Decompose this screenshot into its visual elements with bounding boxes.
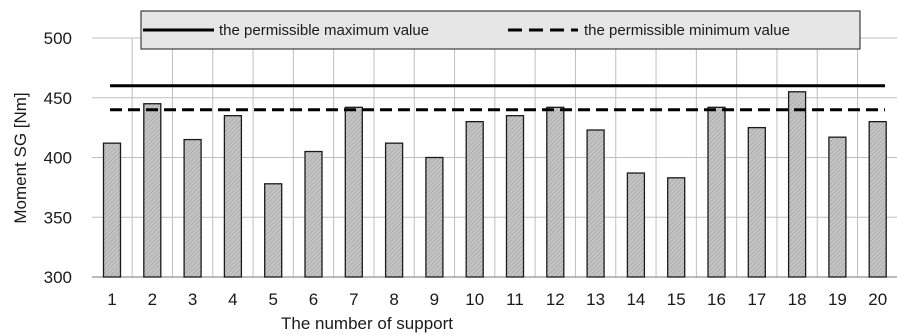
x-tick-label: 3 (188, 290, 197, 309)
bars (102, 91, 887, 278)
x-tick-label: 4 (228, 290, 237, 309)
bar (143, 103, 162, 278)
y-tick-label: 350 (44, 208, 72, 227)
bar (465, 121, 484, 278)
x-tick-label: 7 (349, 290, 358, 309)
x-tick-label: 9 (430, 290, 439, 309)
x-tick-label: 19 (828, 290, 847, 309)
bar (102, 142, 122, 278)
bar (828, 136, 847, 278)
bar (304, 150, 323, 278)
y-axis-title: Moment SG [Nm] (11, 92, 30, 223)
bar (626, 172, 646, 278)
bar (747, 126, 766, 278)
x-tick-label: 10 (465, 290, 484, 309)
x-tick-label: 6 (309, 290, 318, 309)
bar (868, 121, 887, 278)
bar (223, 115, 243, 278)
bar (264, 183, 283, 278)
x-tick-label: 13 (586, 290, 605, 309)
reference-lines (110, 84, 885, 112)
x-tick-label: 1 (107, 290, 116, 309)
x-tick-label: 17 (747, 290, 766, 309)
bar (425, 156, 444, 278)
legend-box (140, 10, 861, 50)
bar (586, 129, 605, 278)
y-tick-label: 300 (44, 268, 72, 287)
bar (787, 91, 807, 278)
bar (707, 106, 726, 278)
x-tick-label: 20 (868, 290, 887, 309)
x-tick-label: 5 (268, 290, 277, 309)
x-tick-label: 12 (546, 290, 565, 309)
y-axis-ticks: 300 350 400 450 500 (44, 29, 72, 287)
x-tick-label: 2 (148, 290, 157, 309)
x-tick-label: 11 (506, 290, 524, 309)
y-tick-label: 400 (44, 149, 72, 168)
x-tick-label: 16 (707, 290, 726, 309)
x-tick-label: 18 (788, 290, 807, 309)
x-axis-title: The number of support (281, 314, 453, 333)
legend: the permissible maximum value the permiss… (140, 10, 861, 50)
bar (183, 138, 202, 278)
x-tick-label: 8 (389, 290, 398, 309)
bar (667, 177, 686, 278)
y-tick-label: 450 (44, 89, 72, 108)
x-tick-label: 14 (626, 290, 645, 309)
bar (344, 106, 363, 278)
bar (505, 115, 525, 278)
x-tick-label: 15 (667, 290, 686, 309)
y-tick-label: 500 (44, 29, 72, 48)
x-axis-ticks: 1 2 3 4 5 6 7 8 9 10 11 12 13 14 15 16 17 18 19 20 (107, 290, 887, 309)
legend-label: the permissible maximum value (219, 22, 429, 39)
gridlines (92, 37, 897, 278)
bar (546, 106, 565, 278)
legend-label: the permissible minimum value (584, 22, 790, 39)
bar (384, 142, 404, 278)
